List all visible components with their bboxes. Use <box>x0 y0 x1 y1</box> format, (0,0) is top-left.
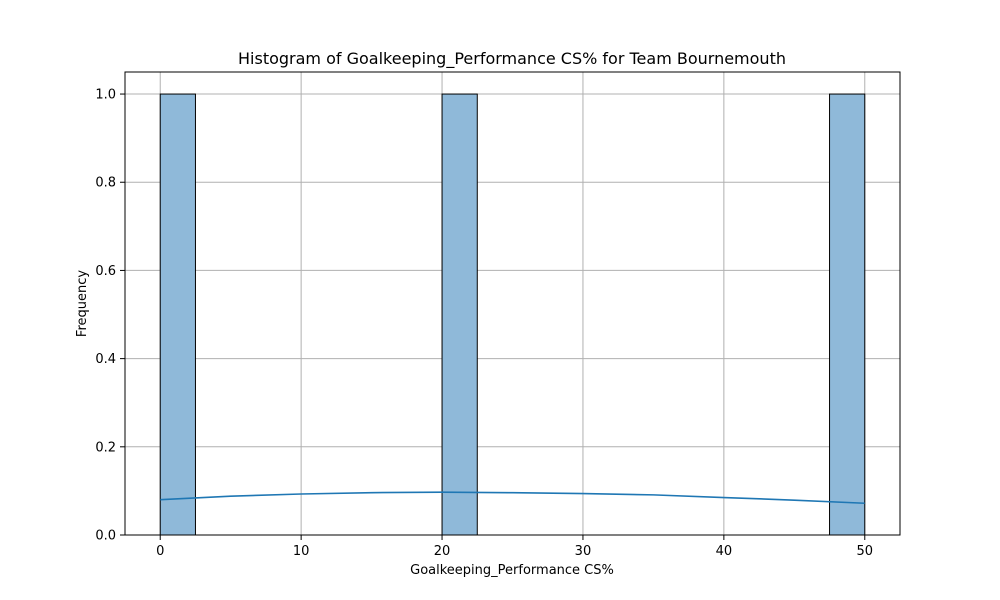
x-tick-label: 20 <box>434 544 451 559</box>
x-tick-label: 50 <box>856 544 873 559</box>
grid-lines <box>125 72 900 536</box>
histogram-bar <box>829 93 866 536</box>
x-tick-label: 10 <box>293 544 310 559</box>
y-axis-label: Frequency <box>75 270 90 337</box>
y-tick-label: 0.2 <box>95 440 116 455</box>
x-tick-label: 30 <box>575 544 592 559</box>
histogram-bar <box>159 93 196 536</box>
chart-title: Histogram of Goalkeeping_Performance CS%… <box>238 49 786 69</box>
y-tick-label: 0.0 <box>95 529 116 544</box>
y-tick-label: 0.8 <box>95 176 116 191</box>
kde-curve-group <box>160 491 865 505</box>
histogram-bar <box>441 93 478 536</box>
y-axis-ticks: 0.0 0.2 0.4 0.6 0.8 1.0 <box>95 88 125 544</box>
y-tick-label: 0.4 <box>95 352 116 367</box>
plot-frame <box>124 71 901 536</box>
x-axis-ticks: 0 10 20 30 40 50 <box>156 535 873 559</box>
y-tick-label: 1.0 <box>95 88 116 103</box>
x-tick-label: 0 <box>156 544 164 559</box>
y-tick-label: 0.6 <box>95 264 116 279</box>
kde-curve <box>160 491 865 505</box>
x-axis-label: Goalkeeping_Performance CS% <box>410 563 614 578</box>
histogram-bars <box>159 93 866 536</box>
x-tick-label: 40 <box>716 544 733 559</box>
